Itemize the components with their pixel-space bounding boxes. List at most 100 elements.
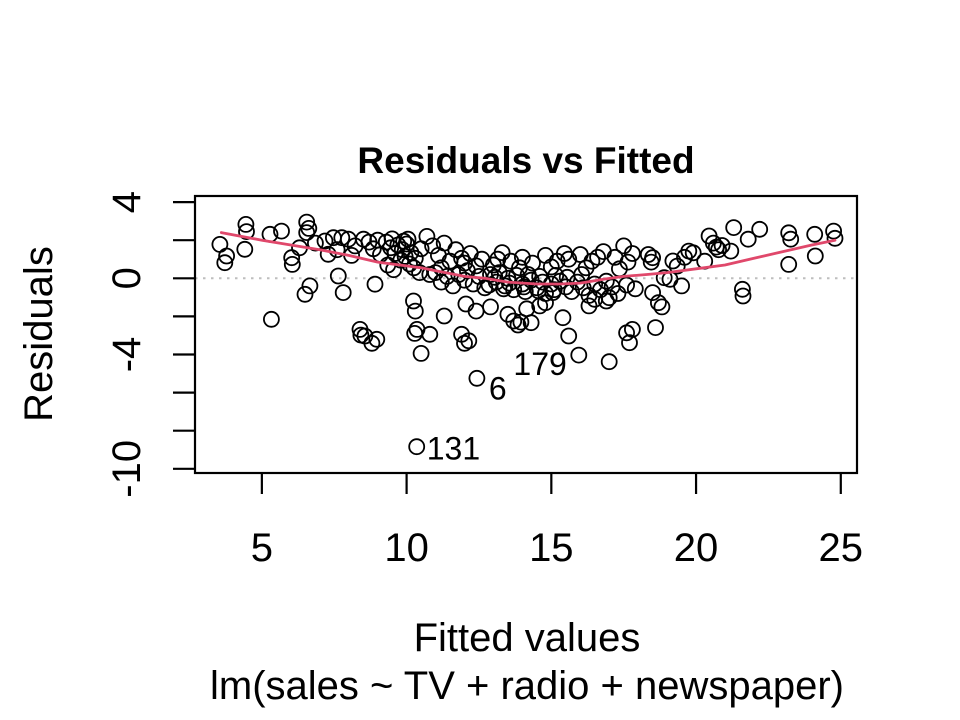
model-caption: lm(sales ~ TV + radio + newspaper) <box>210 664 844 708</box>
data-point <box>406 302 424 320</box>
outlier-label: 131 <box>427 431 480 467</box>
data-point <box>734 287 752 305</box>
y-axis-title: Residuals <box>17 246 61 422</box>
data-point <box>328 241 346 259</box>
data-point <box>782 230 800 248</box>
data-point <box>236 240 254 258</box>
outlier-label: 6 <box>489 370 507 406</box>
data-point <box>684 244 702 262</box>
data-point <box>653 298 671 316</box>
loess-smooth-line <box>219 231 837 286</box>
data-point <box>489 250 507 268</box>
data-point <box>319 245 337 263</box>
y-axis-tick-label: -4 <box>105 337 149 373</box>
x-axis-tick-label: 5 <box>251 526 273 570</box>
data-point <box>382 239 400 257</box>
data-point <box>626 280 644 298</box>
data-point <box>534 273 551 291</box>
data-point <box>597 292 615 310</box>
data-point <box>806 247 824 265</box>
x-axis-tick-label: 15 <box>529 526 574 570</box>
data-point <box>438 267 456 285</box>
plot-border <box>193 194 859 475</box>
outlier-label: 179 <box>513 346 566 382</box>
data-point <box>621 334 638 352</box>
data-point <box>642 253 660 271</box>
data-point <box>560 327 578 345</box>
data-point <box>618 276 635 294</box>
data-point <box>734 280 751 298</box>
data-point <box>406 324 424 342</box>
data-point <box>806 225 824 243</box>
data-point <box>537 246 554 264</box>
data-point <box>467 257 485 275</box>
data-point <box>710 241 727 259</box>
data-point <box>509 316 527 334</box>
data-point <box>363 334 381 352</box>
data-point <box>424 237 442 255</box>
data-point <box>505 312 523 330</box>
data-point <box>825 222 842 240</box>
data-point <box>725 219 743 237</box>
data-point <box>456 334 473 352</box>
data-point <box>556 245 573 262</box>
data-point <box>647 319 664 337</box>
data-point <box>218 247 236 265</box>
y-axis-tick-label: 0 <box>105 267 149 289</box>
data-point <box>306 234 324 252</box>
data-point <box>713 237 731 254</box>
y-axis-tick-label: -10 <box>105 440 149 498</box>
data-point <box>673 277 690 295</box>
data-point <box>262 310 280 328</box>
data-point <box>780 255 798 273</box>
data-point <box>739 230 757 248</box>
data-point <box>301 277 319 295</box>
data-point <box>334 284 352 302</box>
data-point <box>216 254 234 272</box>
data-point <box>329 267 347 285</box>
data-point <box>457 295 475 313</box>
data-point <box>467 302 485 320</box>
data-point <box>412 344 430 362</box>
data-point <box>273 222 290 240</box>
x-axis-tick-label: 10 <box>384 526 429 570</box>
y-axis-tick-label: 4 <box>105 191 149 213</box>
axes-layer: 5 10 15 20 25 4 0 -4 -10 <box>105 191 863 570</box>
data-point <box>405 292 422 310</box>
data-point <box>722 242 740 260</box>
scatter-points-layer <box>211 213 844 456</box>
data-point <box>296 285 314 303</box>
data-point <box>238 223 255 241</box>
data-point <box>432 273 450 291</box>
data-point <box>435 307 453 325</box>
data-point <box>644 284 661 302</box>
data-point <box>826 229 844 247</box>
data-point <box>333 229 351 247</box>
data-point <box>460 332 478 350</box>
data-point <box>368 330 386 348</box>
data-point <box>480 276 498 294</box>
data-point <box>600 289 618 307</box>
data-point <box>751 220 769 238</box>
data-point <box>211 235 229 253</box>
data-point <box>600 353 618 371</box>
data-point <box>664 252 682 270</box>
data-point <box>237 215 255 233</box>
data-point <box>570 346 588 364</box>
data-point <box>537 294 554 312</box>
data-point <box>366 275 384 293</box>
data-point <box>650 294 667 312</box>
data-point <box>395 232 413 250</box>
data-point <box>639 246 657 263</box>
data-point <box>352 326 370 344</box>
data-point <box>418 227 436 245</box>
data-point <box>609 285 627 302</box>
data-point <box>482 298 499 316</box>
data-point <box>300 219 318 237</box>
data-point <box>624 320 641 338</box>
data-point <box>554 309 572 327</box>
data-point <box>519 266 537 283</box>
